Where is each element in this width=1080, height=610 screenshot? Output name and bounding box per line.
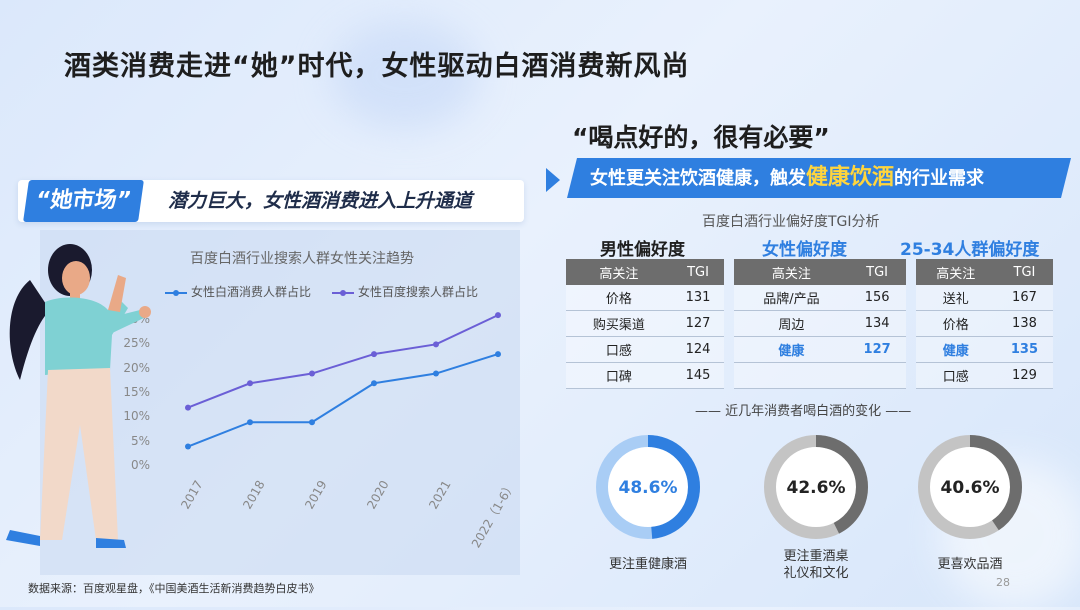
donut-arc [918,435,1022,539]
series-1-point-0 [185,404,191,411]
right-quote: “喝点好的，很有必要” [572,123,830,152]
source-footnote: 数据来源：百度观星盘，《中国美酒生活新消费趋势白皮书》 [28,582,320,595]
donut-chart-1: 42.6% [756,427,876,551]
table-cell-tgi: 131 [671,285,725,311]
y-tick-label: 15% [123,385,150,399]
table-cell-attr: 送礼 [915,285,996,311]
donut-chart-0: 48.6% [588,427,708,551]
table-cell-tgi [848,362,906,389]
donut-caption: 更喜欢品酒 [937,557,1003,572]
donut-caption: 更注重酒桌 礼仪和文化 [783,549,849,581]
legend-swatch [165,289,187,296]
chart-title: 百度白酒行业搜索人群女性关注趋势 [190,251,414,267]
table-cell-attr: 品牌/产品 [734,285,849,311]
legend-item-0: 女性白酒消费人群占比 [165,283,311,300]
legend-label: 女性百度搜索人群占比 [358,285,479,299]
banner-suffix: 的行业需求 [894,168,985,189]
col-header: 高关注 [566,259,672,285]
table-cell-attr: 价格 [915,310,996,337]
arrow-icon [546,168,560,192]
series-0-point-3 [371,380,377,387]
col-header: TGI [995,259,1053,285]
col-header: 高关注 [734,259,849,285]
col-header: TGI [848,259,906,285]
table-row: 口感 124 健康 127 健康 135 [566,336,1053,363]
table-cell-tgi: 127 [848,336,906,363]
tgi-group-female: 女性偏好度 [762,240,847,260]
table-row: 口碑 145 口感 129 [566,362,1053,389]
table-cell-tgi: 134 [848,310,906,337]
table-cell-attr: 口感 [915,362,996,389]
table-cell-attr: 健康 [734,336,849,363]
legend-label: 女性白酒消费人群占比 [191,285,312,299]
page-title: 酒类消费走进“她”时代，女性驱动白酒消费新风尚 [64,51,690,82]
donut-caption: 更注重健康酒 [608,557,687,572]
y-tick-label: 0% [130,458,150,472]
series-1-point-2 [309,370,315,377]
donut-section-title: —— 近几年消费者喝白酒的变化 —— [695,404,912,419]
table-cell-tgi: 129 [995,362,1053,389]
table-cell-tgi: 167 [995,285,1053,311]
series-1-point-4 [433,341,439,348]
y-tick-label: 25% [123,336,150,351]
left-tag: “她市场” 潜力巨大，女性酒消费进入上升通道 [18,180,524,222]
donut-value: 40.6% [941,478,1000,498]
tgi-group-male: 男性偏好度 [600,240,685,260]
table-row: 价格 131 品牌/产品 156 送礼 167 [566,285,1053,311]
table-cell-attr: 价格 [566,285,672,311]
table-row: 购买渠道 127 周边 134 价格 138 [566,310,1053,337]
table-cell-tgi: 145 [671,362,725,389]
series-1-point-1 [247,380,253,387]
page-number: 28 [996,576,1010,589]
tgi-group-age: 25-34人群偏好度 [900,240,1040,260]
table-cell-tgi: 135 [995,336,1053,363]
series-1-point-3 [371,351,377,358]
donut-arc [764,435,868,539]
donut-value: 42.6% [787,478,846,498]
table-cell-attr: 口碑 [566,362,672,389]
legend-item-1: 女性百度搜索人群占比 [332,283,478,300]
banner-text: 女性更关注饮酒健康，触发健康饮酒的行业需求 [590,158,984,199]
table-cell-attr: 口感 [566,336,672,363]
series-line-0 [187,353,499,448]
series-0-point-1 [247,419,253,426]
series-0-point-4 [433,370,439,377]
table-cell-attr: 健康 [915,336,996,363]
tgi-table: 高关注 TGI 高关注 TGI 高关注 TGI 价格 131 品牌/产品 156 送礼 1… [566,259,1053,389]
decor-blob [330,20,480,130]
table-cell-tgi: 156 [848,285,906,311]
donut-arc [596,435,700,539]
left-tag-text: 潜力巨大，女性酒消费进入上升通道 [168,190,473,212]
banner-emphasis: 健康饮酒 [806,165,895,190]
series-0-point-0 [185,443,191,450]
col-header: TGI [671,259,725,285]
table-cell-tgi: 138 [995,310,1053,337]
y-tick-label: 10% [123,409,150,424]
banner-prefix: 女性更关注饮酒健康，触发 [590,168,806,189]
woman-illustration [6,244,151,548]
donut-value: 48.6% [619,478,678,498]
table-cell-tgi: 127 [671,310,725,337]
tgi-title: 百度白酒行业偏好度TGI分析 [702,214,880,230]
legend-swatch [332,289,354,296]
tgi-header-row: 高关注 TGI 高关注 TGI 高关注 TGI [566,259,1053,285]
y-tick-label: 20% [123,360,150,375]
col-header: 高关注 [915,259,996,285]
donut-chart-2: 40.6% [910,427,1030,551]
table-cell-attr: 周边 [734,310,849,337]
series-0-point-5 [495,351,501,358]
series-0-point-2 [309,419,315,426]
series-1-point-5 [495,312,501,319]
table-cell-attr [734,362,849,389]
table-cell-attr: 购买渠道 [566,310,672,337]
table-cell-tgi: 124 [671,336,725,363]
y-tick-label: 5% [130,433,150,448]
series-line-1 [187,314,499,409]
